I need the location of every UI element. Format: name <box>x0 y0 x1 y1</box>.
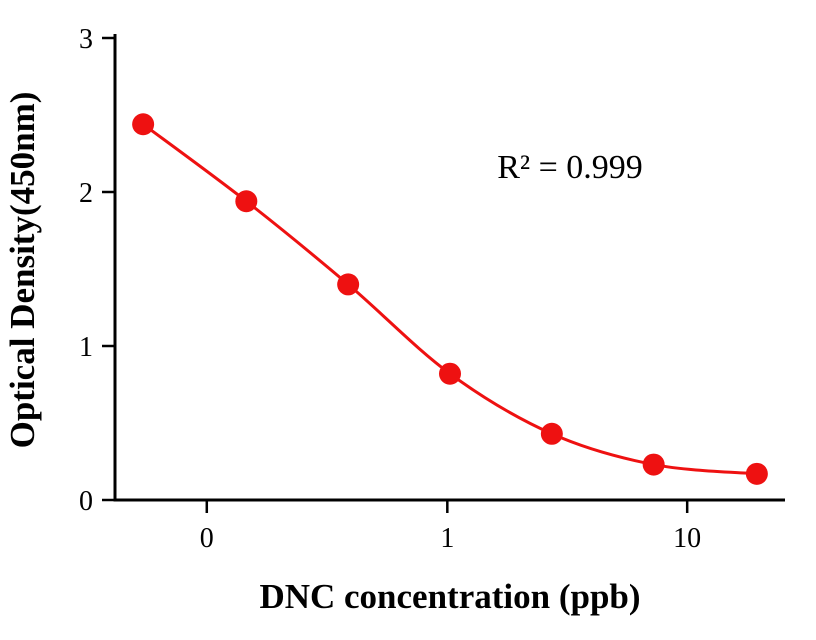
x-tick-label: 1 <box>440 523 454 554</box>
axes-layer: 0 1 2 3 0 1 10 <box>79 24 785 554</box>
x-tick-label: 0 <box>200 523 214 554</box>
fit-curve <box>142 123 757 476</box>
data-point <box>132 113 155 136</box>
data-point <box>745 462 768 485</box>
y-tick-label: 3 <box>79 24 93 55</box>
x-axis-title: DNC concentration (ppb) <box>259 577 640 616</box>
data-point <box>439 362 461 385</box>
data-point <box>235 190 258 213</box>
data-series-layer <box>132 113 768 485</box>
data-point <box>642 453 665 476</box>
y-tick-label: 2 <box>79 178 93 209</box>
y-axis-title: Optical Density(450nm) <box>3 92 42 449</box>
x-tick-label: 10 <box>673 523 701 554</box>
data-point <box>540 422 563 445</box>
r-squared-annotation: R² = 0.999 <box>497 149 643 186</box>
y-tick-label: 0 <box>79 486 93 517</box>
y-tick-label: 1 <box>79 332 93 363</box>
data-point <box>337 273 360 296</box>
